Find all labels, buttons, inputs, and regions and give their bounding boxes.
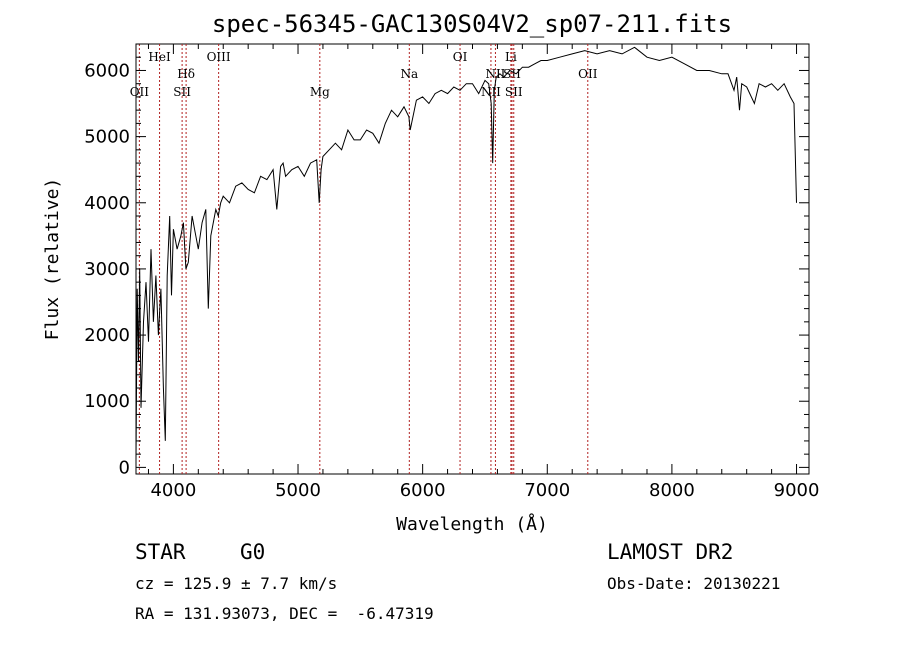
x-tick-label: 4000 xyxy=(150,480,196,501)
line-marker-label: SII xyxy=(505,85,523,99)
line-marker-label: NII xyxy=(481,85,501,99)
redshift-velocity: cz = 125.9 ± 7.7 km/s xyxy=(135,574,338,593)
y-tick-label: 4000 xyxy=(84,193,130,214)
line-marker-label: Li xyxy=(505,50,517,64)
line-marker-label: SII xyxy=(503,67,521,81)
x-tick-label: 6000 xyxy=(400,480,446,501)
y-axis-label: Flux (relative) xyxy=(42,178,63,341)
y-tick-label: 0 xyxy=(119,457,130,478)
x-axis-label: Wavelength (Å) xyxy=(396,513,548,535)
line-marker-label: Hδ xyxy=(177,67,195,81)
sky-coordinates: RA = 131.93073, DEC = -6.47319 xyxy=(135,604,434,623)
y-tick-label: 1000 xyxy=(84,391,130,412)
observation-date: Obs-Date: 20130221 xyxy=(607,574,781,593)
plot-frame xyxy=(135,43,810,475)
y-tick-label: 6000 xyxy=(84,60,130,81)
line-marker-label: OI xyxy=(453,50,468,64)
axis-ticks: 4000 5000 6000 7000 8000 9000 0 1000 2000 3000 400… xyxy=(84,43,820,501)
y-tick-label: 2000 xyxy=(84,325,130,346)
object-class: STAR xyxy=(135,540,186,564)
y-tick-label: 3000 xyxy=(84,259,130,280)
x-tick-label: 8000 xyxy=(649,480,695,501)
survey-name: LAMOST DR2 xyxy=(607,540,734,564)
line-marker-label: SII xyxy=(173,85,191,99)
line-marker-label: NII xyxy=(485,67,505,81)
object-subclass: G0 xyxy=(240,540,266,564)
spectrum-series-line xyxy=(135,46,797,461)
line-marker-label: OII xyxy=(130,85,150,99)
line-marker-label: OII xyxy=(578,67,598,81)
x-tick-label: 7000 xyxy=(524,480,570,501)
line-marker-label: Na xyxy=(400,67,418,81)
line-marker-label: Mg xyxy=(310,85,330,99)
x-tick-label: 5000 xyxy=(275,480,321,501)
y-tick-label: 5000 xyxy=(84,127,130,148)
line-marker-label: OIII xyxy=(207,50,231,64)
line-marker-label: HeI xyxy=(148,50,171,64)
x-tick-label: 9000 xyxy=(774,480,820,501)
chart-title: spec-56345-GAC130S04V2_sp07-211.fits xyxy=(212,10,732,38)
